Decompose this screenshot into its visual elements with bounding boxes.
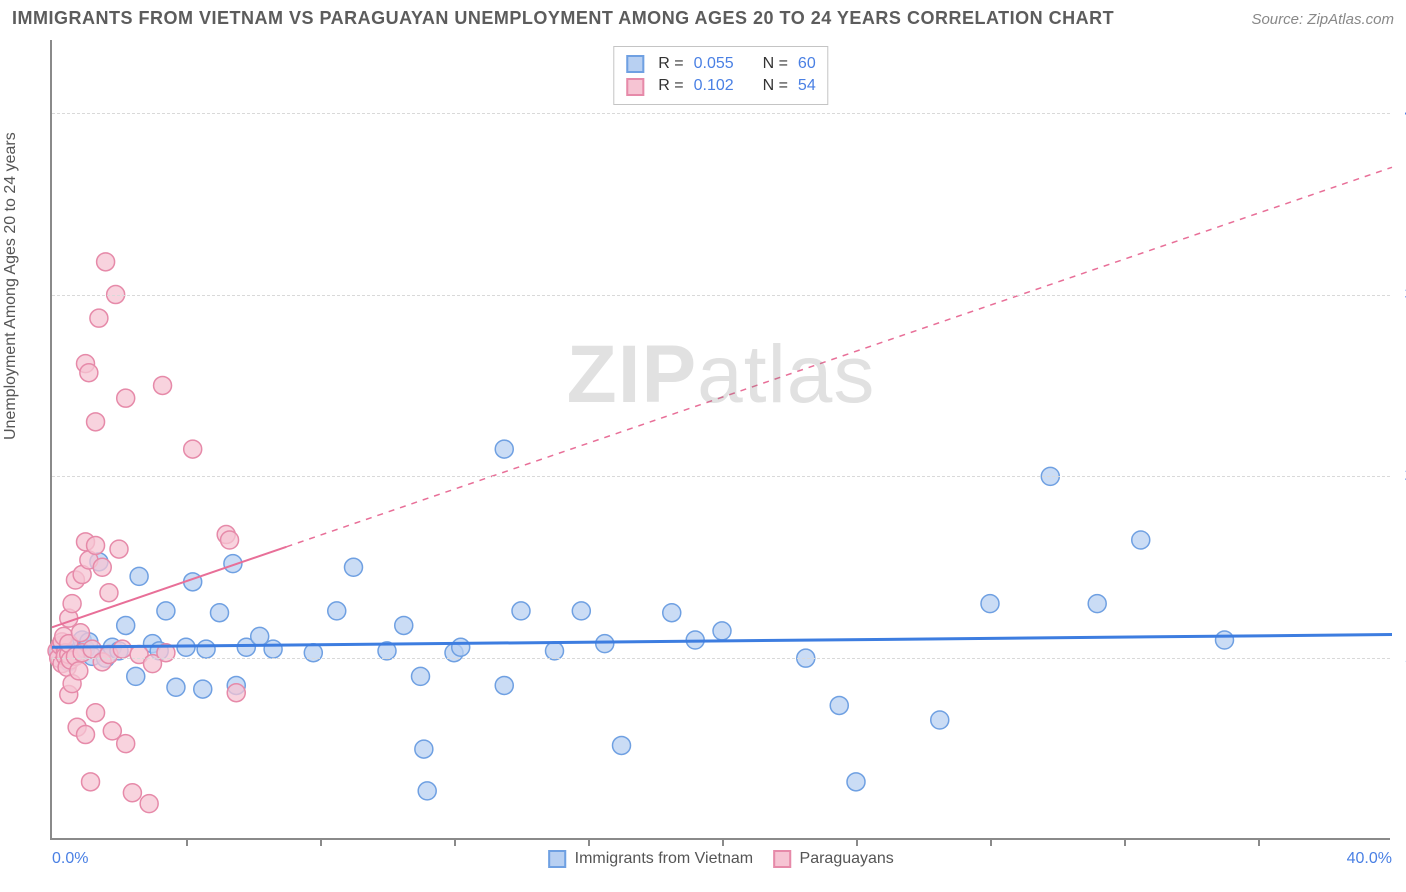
- gridline-h: [52, 476, 1390, 477]
- data-point: [70, 662, 88, 680]
- data-point: [87, 536, 105, 554]
- data-point: [80, 364, 98, 382]
- data-point: [100, 584, 118, 602]
- data-point: [184, 440, 202, 458]
- x-tick-mark: [1124, 838, 1126, 846]
- x-tick-label: 40.0%: [1347, 850, 1392, 868]
- data-point: [123, 784, 141, 802]
- x-tick-mark: [1258, 838, 1260, 846]
- legend-stats-row: R = 0.055 N = 60: [626, 53, 815, 75]
- data-point: [328, 602, 346, 620]
- data-point: [127, 667, 145, 685]
- data-point: [140, 795, 158, 813]
- data-point: [90, 309, 108, 327]
- data-point: [71, 624, 89, 642]
- data-point: [117, 616, 135, 634]
- data-point: [264, 640, 282, 658]
- data-point: [1132, 531, 1150, 549]
- data-point: [713, 622, 731, 640]
- data-point: [157, 602, 175, 620]
- data-point: [117, 389, 135, 407]
- data-point: [1088, 595, 1106, 613]
- data-point: [1216, 631, 1234, 649]
- data-point: [113, 640, 131, 658]
- gridline-h: [52, 295, 1390, 296]
- chart-svg: [52, 40, 1390, 838]
- data-point: [495, 440, 513, 458]
- x-tick-mark: [186, 838, 188, 846]
- x-tick-mark: [454, 838, 456, 846]
- data-point: [154, 376, 172, 394]
- data-point: [63, 595, 81, 613]
- data-point: [418, 782, 436, 800]
- data-point: [452, 638, 470, 656]
- y-tick-label: 30.0%: [1394, 286, 1406, 304]
- chart-header: IMMIGRANTS FROM VIETNAM VS PARAGUAYAN UN…: [12, 8, 1394, 29]
- y-axis-label: Unemployment Among Ages 20 to 24 years: [2, 132, 20, 440]
- y-tick-label: 20.0%: [1394, 467, 1406, 485]
- x-tick-mark: [856, 838, 858, 846]
- data-point: [194, 680, 212, 698]
- data-point: [847, 773, 865, 791]
- legend-stats: R = 0.055 N = 60R = 0.102 N = 54: [613, 46, 828, 105]
- data-point: [77, 726, 95, 744]
- data-point: [110, 540, 128, 558]
- data-point: [130, 567, 148, 585]
- legend-swatch: [773, 850, 791, 868]
- data-point: [345, 558, 363, 576]
- y-tick-label: 10.0%: [1394, 649, 1406, 667]
- x-tick-mark: [990, 838, 992, 846]
- legend-series: Immigrants from Vietnam Paraguayans: [538, 850, 904, 868]
- gridline-h: [52, 658, 1390, 659]
- data-point: [93, 558, 111, 576]
- chart-title: IMMIGRANTS FROM VIETNAM VS PARAGUAYAN UN…: [12, 8, 1114, 29]
- data-point: [663, 604, 681, 622]
- data-point: [495, 676, 513, 694]
- data-point: [227, 684, 245, 702]
- x-tick-mark: [722, 838, 724, 846]
- data-point: [117, 735, 135, 753]
- x-tick-mark: [588, 838, 590, 846]
- x-tick-mark: [320, 838, 322, 846]
- gridline-h: [52, 113, 1390, 114]
- chart-source: Source: ZipAtlas.com: [1251, 11, 1394, 28]
- data-point: [197, 640, 215, 658]
- data-point: [596, 635, 614, 653]
- trend-line-dashed: [287, 167, 1393, 546]
- legend-stats-row: R = 0.102 N = 54: [626, 75, 815, 97]
- data-point: [211, 604, 229, 622]
- data-point: [931, 711, 949, 729]
- data-point: [395, 616, 413, 634]
- data-point: [87, 704, 105, 722]
- data-point: [415, 740, 433, 758]
- data-point: [167, 678, 185, 696]
- legend-swatch: [626, 55, 644, 73]
- data-point: [221, 531, 239, 549]
- legend-item: Immigrants from Vietnam: [548, 850, 753, 867]
- data-point: [572, 602, 590, 620]
- data-point: [87, 413, 105, 431]
- legend-swatch: [548, 850, 566, 868]
- data-point: [981, 595, 999, 613]
- plot-area: ZIPatlas R = 0.055 N = 60R = 0.102 N = 5…: [50, 40, 1390, 840]
- data-point: [830, 696, 848, 714]
- data-point: [613, 736, 631, 754]
- data-point: [512, 602, 530, 620]
- data-point: [97, 253, 115, 271]
- data-point: [82, 773, 100, 791]
- legend-item: Paraguayans: [773, 850, 894, 867]
- x-tick-label: 0.0%: [52, 850, 88, 868]
- y-tick-label: 40.0%: [1394, 104, 1406, 122]
- data-point: [412, 667, 430, 685]
- legend-swatch: [626, 78, 644, 96]
